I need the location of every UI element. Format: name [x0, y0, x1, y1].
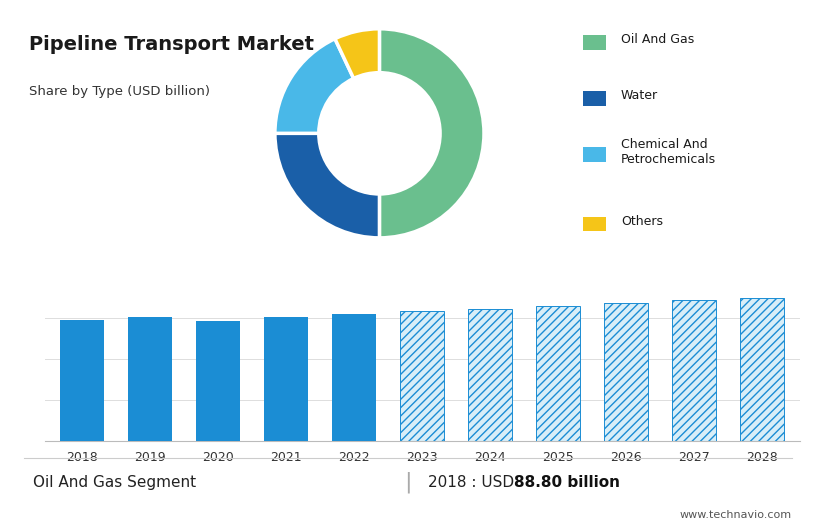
Text: |: | — [404, 472, 412, 494]
Bar — [468, 308, 512, 441]
Bar — [468, 308, 512, 441]
Text: 2018 : USD: 2018 : USD — [428, 475, 520, 490]
Bar — [128, 317, 172, 441]
Wedge shape — [335, 29, 379, 79]
Text: www.technavio.com: www.technavio.com — [680, 510, 792, 520]
Bar — [264, 317, 308, 441]
Bar — [740, 298, 784, 441]
Bar — [604, 303, 649, 441]
FancyBboxPatch shape — [583, 35, 606, 50]
Bar — [536, 306, 580, 441]
Wedge shape — [275, 39, 353, 133]
Wedge shape — [379, 29, 484, 238]
FancyBboxPatch shape — [583, 91, 606, 106]
Text: Water: Water — [621, 89, 658, 102]
Text: Others: Others — [621, 215, 663, 228]
Text: Pipeline Transport Market: Pipeline Transport Market — [29, 35, 313, 54]
Bar — [400, 312, 445, 441]
Bar — [332, 314, 376, 441]
Text: Chemical And
Petrochemicals: Chemical And Petrochemicals — [621, 138, 716, 166]
Bar — [60, 320, 104, 441]
Bar — [196, 321, 241, 441]
FancyBboxPatch shape — [583, 147, 606, 162]
Bar — [604, 303, 649, 441]
Wedge shape — [275, 133, 379, 238]
Text: Oil And Gas Segment: Oil And Gas Segment — [33, 475, 196, 490]
FancyBboxPatch shape — [583, 216, 606, 231]
Bar — [740, 298, 784, 441]
Bar — [672, 300, 716, 441]
Bar — [400, 312, 445, 441]
Text: 88.80 billion: 88.80 billion — [514, 475, 620, 490]
Bar — [672, 300, 716, 441]
Text: Share by Type (USD billion): Share by Type (USD billion) — [29, 86, 210, 98]
Bar — [536, 306, 580, 441]
Text: Oil And Gas: Oil And Gas — [621, 33, 694, 46]
